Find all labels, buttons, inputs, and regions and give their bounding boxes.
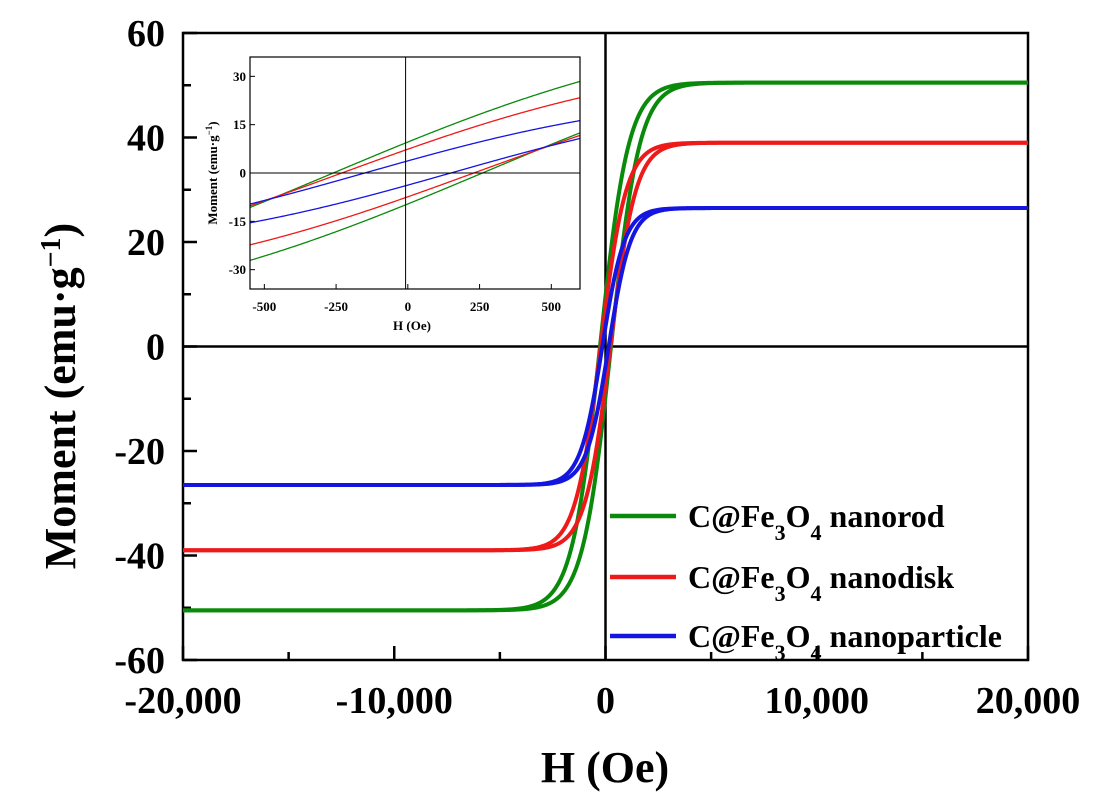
main-y-tick-label: -40	[114, 536, 165, 578]
inset-x-tick-label: -250	[324, 299, 348, 314]
inset-y-axis-title-superscript: −1	[204, 125, 214, 135]
legend-label-nanoparticle: C@Fe3O4 nanoparticle	[688, 618, 1002, 665]
inset-y-tick-label: -30	[229, 262, 246, 277]
main-x-tick-label: 0	[596, 680, 615, 722]
inset-axis-ticks: -500 -250 0 250 500 -30 -15 0 15 30	[229, 69, 561, 314]
main-y-axis-title: Moment (emu·g−1)	[36, 223, 86, 569]
inset-x-tick-label: 250	[470, 299, 490, 314]
inset-y-axis-title: Moment (emu·g−1)	[204, 121, 220, 224]
legend-nanorod-sub-4: 4	[811, 520, 822, 545]
inset-x-tick-label: 500	[542, 299, 562, 314]
main-y-tick-label: 40	[127, 118, 165, 160]
legend-nanodisk-sub-3: 3	[775, 581, 786, 606]
inset-x-tick-label: -500	[252, 299, 276, 314]
legend-nanodisk-sub-4: 4	[811, 581, 822, 606]
main-y-tick-label: -60	[114, 640, 165, 682]
legend-nanoparticle-sub-4: 4	[811, 640, 822, 665]
main-x-tick-label: -10,000	[336, 680, 453, 722]
legend-nanorod-sub-3: 3	[775, 520, 786, 545]
inset-series-nanodisk-descending	[250, 97, 580, 207]
series-nanodisk-descending	[182, 140, 1029, 553]
inset-series-nanodisk-ascending	[250, 134, 580, 246]
main-y-tick-label: -20	[114, 431, 165, 473]
series-nanoparticle-descending	[182, 206, 1029, 487]
legend-item-nanodisk: C@Fe3O4 nanodisk	[610, 559, 954, 606]
main-y-tick-label: 60	[127, 13, 165, 55]
inset-y-tick-label: 0	[240, 166, 247, 181]
main-x-tick-label: 20,000	[976, 680, 1081, 722]
legend: C@Fe3O4 nanorod C@Fe3O4 nanodisk C@Fe3O4…	[610, 498, 1002, 665]
legend-nanoparticle-sub-3: 3	[775, 640, 786, 665]
main-curves	[182, 80, 1029, 613]
main-y-tick-label: 0	[146, 327, 165, 369]
inset-y-tick-label: -15	[229, 214, 247, 229]
main-x-axis-title: H (Oe)	[541, 743, 669, 792]
main-x-tick-label: -20,000	[124, 680, 241, 722]
inset-x-tick-label: 0	[405, 299, 412, 314]
legend-item-nanorod: C@Fe3O4 nanorod	[610, 498, 945, 545]
inset-curves	[250, 80, 580, 262]
main-y-tick-label: 20	[127, 222, 165, 264]
legend-item-nanoparticle: C@Fe3O4 nanoparticle	[610, 618, 1002, 665]
inset-series-nanorod-descending	[250, 80, 580, 209]
inset-series-nanoparticle-ascending	[250, 137, 580, 224]
inset-x-axis-title: H (Oe)	[393, 318, 431, 333]
legend-label-nanorod: C@Fe3O4 nanorod	[688, 498, 945, 545]
inset-series-nanorod-ascending	[250, 132, 580, 262]
inset-y-tick-label: 15	[233, 117, 247, 132]
inset-y-tick-label: 30	[233, 69, 246, 84]
legend-label-nanodisk: C@Fe3O4 nanodisk	[688, 559, 954, 606]
main-y-axis-title-superscript: −1	[36, 237, 67, 267]
main-x-tick-label: 10,000	[765, 680, 870, 722]
inset-series-nanoparticle-descending	[250, 119, 580, 205]
main-axis-ticks: -20,000 -10,000 0 10,000 20,000 -60 -40 -20 0 20 4…	[114, 13, 1080, 722]
